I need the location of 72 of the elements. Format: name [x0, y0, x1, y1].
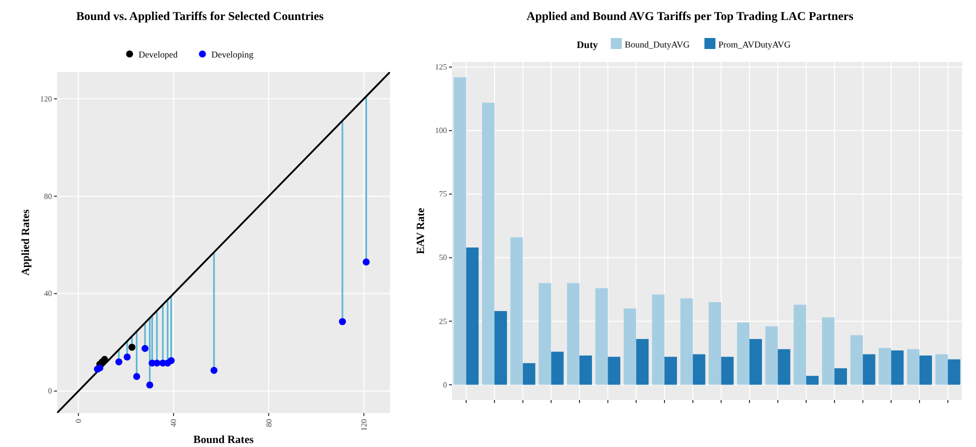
x-tick-label: 120	[359, 419, 368, 431]
chart-title: Applied and Bound AVG Tariffs per Top Trading LAC Partners	[526, 9, 854, 23]
bar	[806, 376, 819, 385]
legend-label: Bound_DutyAVG	[624, 40, 690, 50]
bar	[551, 352, 564, 385]
bar	[580, 356, 592, 385]
bar	[862, 354, 876, 385]
bar	[935, 354, 948, 385]
point	[210, 366, 218, 374]
y-tick-label: 125	[435, 62, 447, 72]
bar	[948, 359, 960, 385]
bar	[778, 349, 790, 385]
bar	[624, 308, 636, 385]
bar	[834, 368, 847, 385]
y-tick-label: 120	[40, 94, 52, 104]
bar	[636, 339, 649, 385]
point	[133, 372, 140, 380]
bar	[595, 288, 608, 385]
legend-label: Developed	[138, 50, 178, 60]
point	[101, 356, 108, 363]
bar	[482, 102, 494, 385]
bar	[765, 326, 778, 385]
x-tick-label: 40	[169, 419, 178, 427]
bar	[494, 311, 507, 385]
bar	[737, 322, 750, 385]
point	[146, 381, 154, 388]
y-tick-label: 25	[439, 316, 447, 326]
point	[115, 358, 122, 366]
bar	[608, 356, 620, 385]
y-axis-title: Applied Rates	[20, 208, 32, 276]
x-axis-title: Bound Rates	[193, 434, 254, 446]
point	[338, 318, 346, 326]
bar	[878, 348, 892, 385]
legend-label: Developing	[211, 50, 254, 60]
y-tick-label: 40	[44, 289, 52, 298]
bar	[692, 354, 706, 385]
bar	[567, 283, 580, 385]
bar	[794, 304, 806, 385]
bar	[708, 302, 722, 385]
point	[362, 258, 370, 266]
bar	[652, 294, 664, 385]
legend-title: Duty	[576, 40, 598, 51]
bar	[466, 248, 479, 385]
bar	[850, 335, 863, 385]
bar	[522, 363, 536, 385]
point	[124, 353, 131, 360]
y-tick-label: 0	[443, 380, 447, 390]
point	[128, 344, 136, 351]
y-axis-title: EAV Rate	[415, 208, 427, 254]
point	[168, 357, 175, 364]
x-tick-label: 0	[74, 419, 83, 423]
y-tick-label: 100	[435, 126, 447, 136]
bar	[822, 317, 834, 385]
chart-title: Bound vs. Applied Tariffs for Selected Countries	[76, 9, 324, 23]
bar	[454, 77, 466, 385]
point	[96, 364, 104, 372]
legend-label: Prom_AVDutyAVG	[718, 40, 792, 50]
bar	[907, 349, 920, 385]
bar	[680, 298, 693, 385]
y-tick-label: 75	[439, 190, 447, 199]
y-tick-label: 50	[439, 253, 447, 262]
point	[142, 344, 149, 352]
bar	[538, 283, 552, 385]
x-tick-label: 80	[264, 419, 274, 427]
bar	[510, 237, 523, 385]
bar	[920, 356, 932, 385]
y-tick-label: 80	[44, 192, 52, 201]
bar	[750, 339, 762, 385]
y-tick-label: 0	[48, 386, 52, 396]
bar	[891, 350, 904, 385]
bar	[721, 356, 734, 385]
bar	[664, 356, 677, 385]
